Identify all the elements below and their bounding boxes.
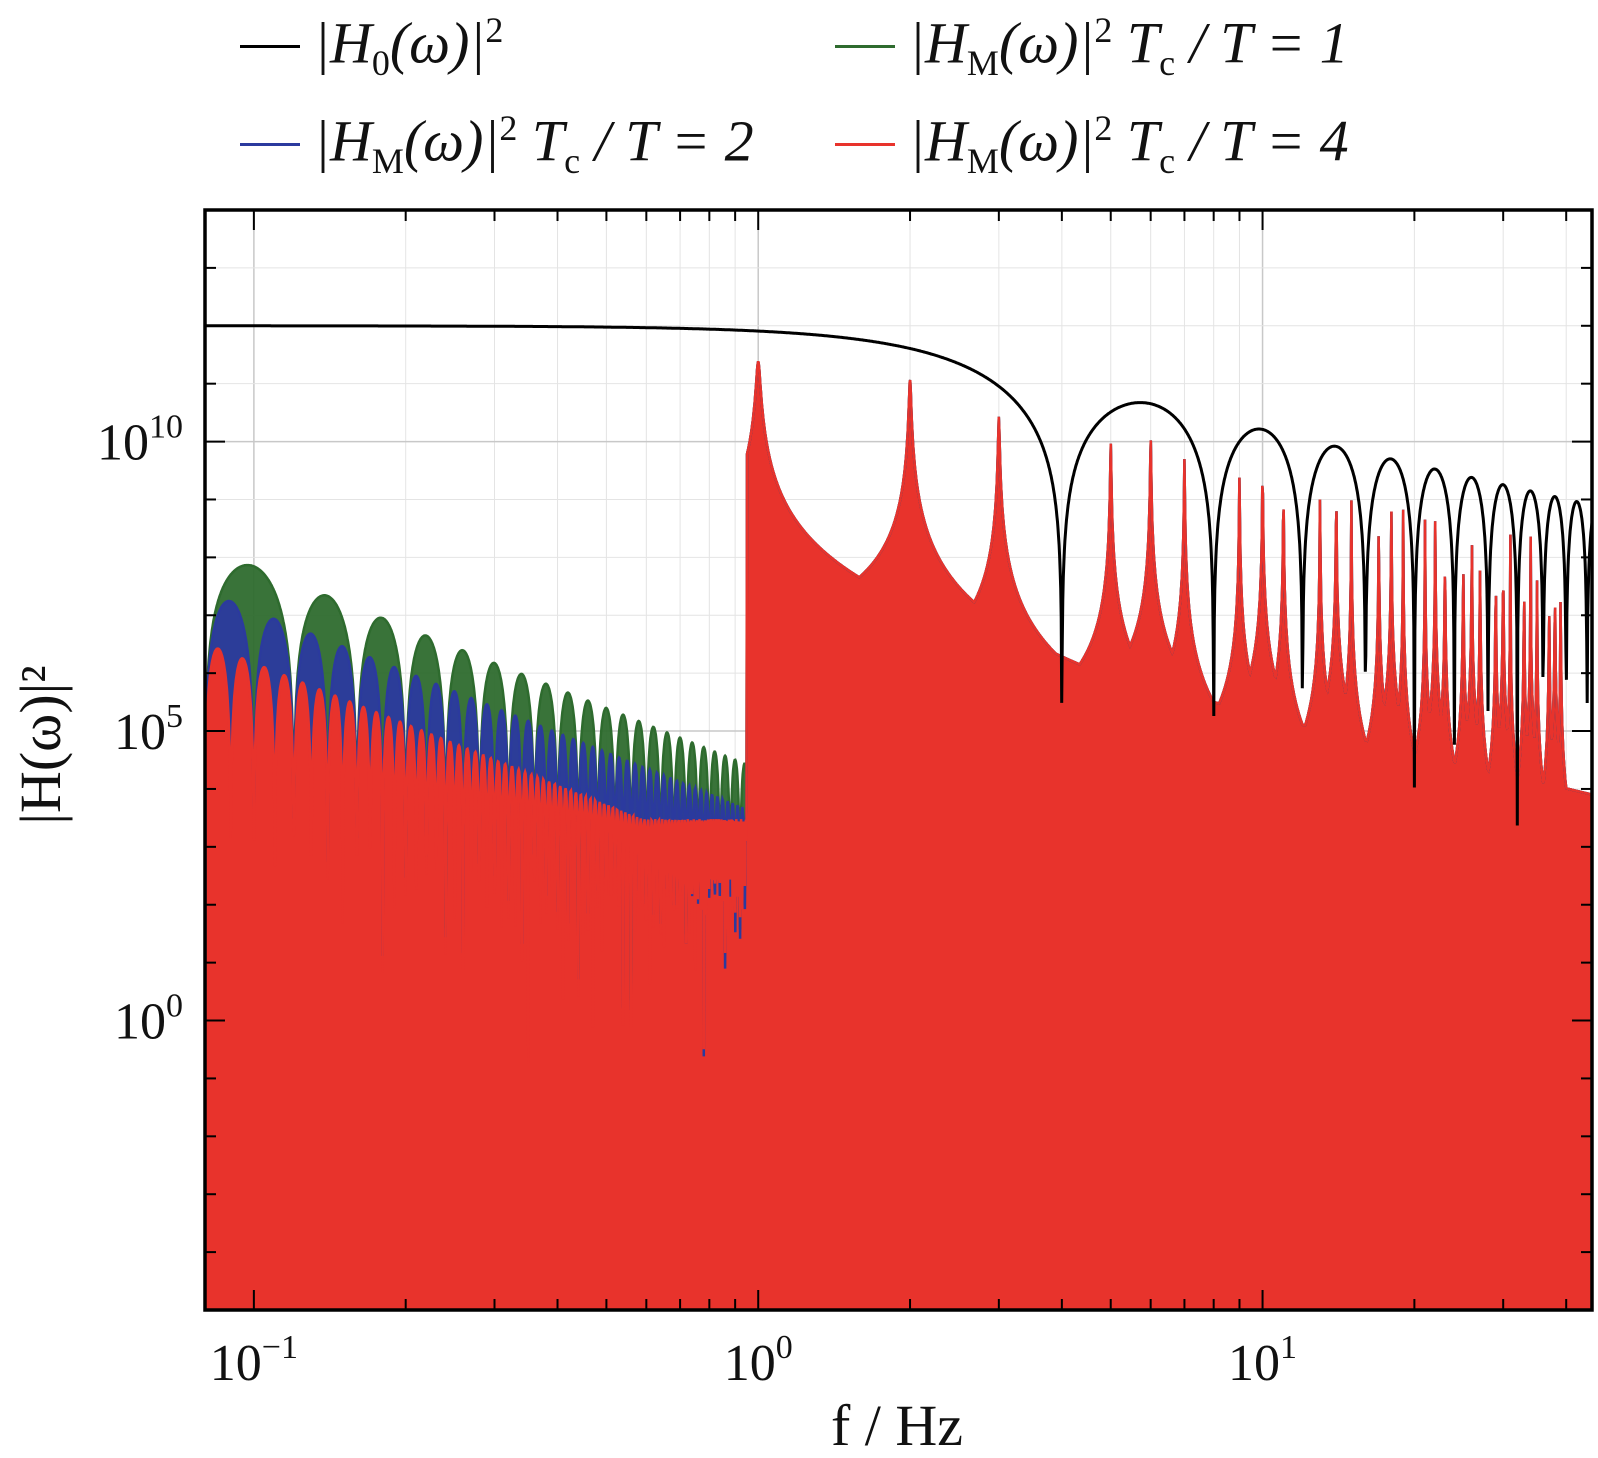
legend-item-hm-4: |HM(ω)|2 Tc / T = 4 xyxy=(835,104,1349,184)
legend-swatch-hm-2 xyxy=(240,142,300,146)
legend-swatch-hm-4 xyxy=(835,142,895,146)
frame xyxy=(203,208,1594,1312)
y-tick-label: 100 xyxy=(114,988,183,1051)
series-line-3 xyxy=(205,361,1592,1310)
y-tick-label: 105 xyxy=(114,698,183,761)
legend-label-hm-1: |HM(ω)|2 Tc / T = 1 xyxy=(909,9,1349,83)
lines xyxy=(205,324,1592,1310)
x-tick-label-base: 10 xyxy=(1228,1335,1280,1392)
x-tick-label-exp: 0 xyxy=(776,1329,793,1366)
legend-label-hm-4: |HM(ω)|2 Tc / T = 4 xyxy=(909,107,1349,181)
x-tick-label: 10−1 xyxy=(210,1329,298,1392)
x-axis-title: f / Hz xyxy=(831,1393,963,1458)
ticks xyxy=(205,209,1592,1311)
legend: |H0(ω)|2 |HM(ω)|2 Tc / T = 1 |HM(ω)|2 Tc… xyxy=(0,0,1598,200)
series-fill-3 xyxy=(205,361,1592,1310)
x-tick-label: 101 xyxy=(1228,1329,1297,1392)
y-tick-label-exp: 0 xyxy=(166,988,183,1025)
x-tick-label-exp: −1 xyxy=(262,1329,298,1366)
legend-label-hm-2: |HM(ω)|2 Tc / T = 2 xyxy=(314,107,754,181)
fills xyxy=(205,361,1592,1310)
x-tick-label-base: 10 xyxy=(210,1335,262,1392)
series-line-h0 xyxy=(205,324,1592,826)
y-axis-title: |H(ω)|² xyxy=(8,665,73,824)
y-tick-label-base: 10 xyxy=(114,704,166,761)
legend-swatch-h0 xyxy=(240,44,300,48)
y-tick-label-base: 10 xyxy=(97,415,149,472)
plot-frame xyxy=(203,208,1594,1312)
y-tick-label-base: 10 xyxy=(114,994,166,1051)
legend-swatch-hm-1 xyxy=(835,44,895,48)
legend-item-h0: |H0(ω)|2 xyxy=(240,6,503,86)
y-tick-label: 1010 xyxy=(97,409,183,472)
legend-label-h0: |H0(ω)|2 xyxy=(314,9,504,83)
y-tick-label-exp: 5 xyxy=(166,698,183,735)
x-tick-label-base: 10 xyxy=(724,1335,776,1392)
x-tick-label-exp: 1 xyxy=(1280,1329,1297,1366)
legend-item-hm-2: |HM(ω)|2 Tc / T = 2 xyxy=(240,104,754,184)
legend-item-hm-1: |HM(ω)|2 Tc / T = 1 xyxy=(835,6,1349,86)
x-tick-label: 100 xyxy=(724,1329,793,1392)
y-tick-label-exp: 10 xyxy=(149,409,183,446)
